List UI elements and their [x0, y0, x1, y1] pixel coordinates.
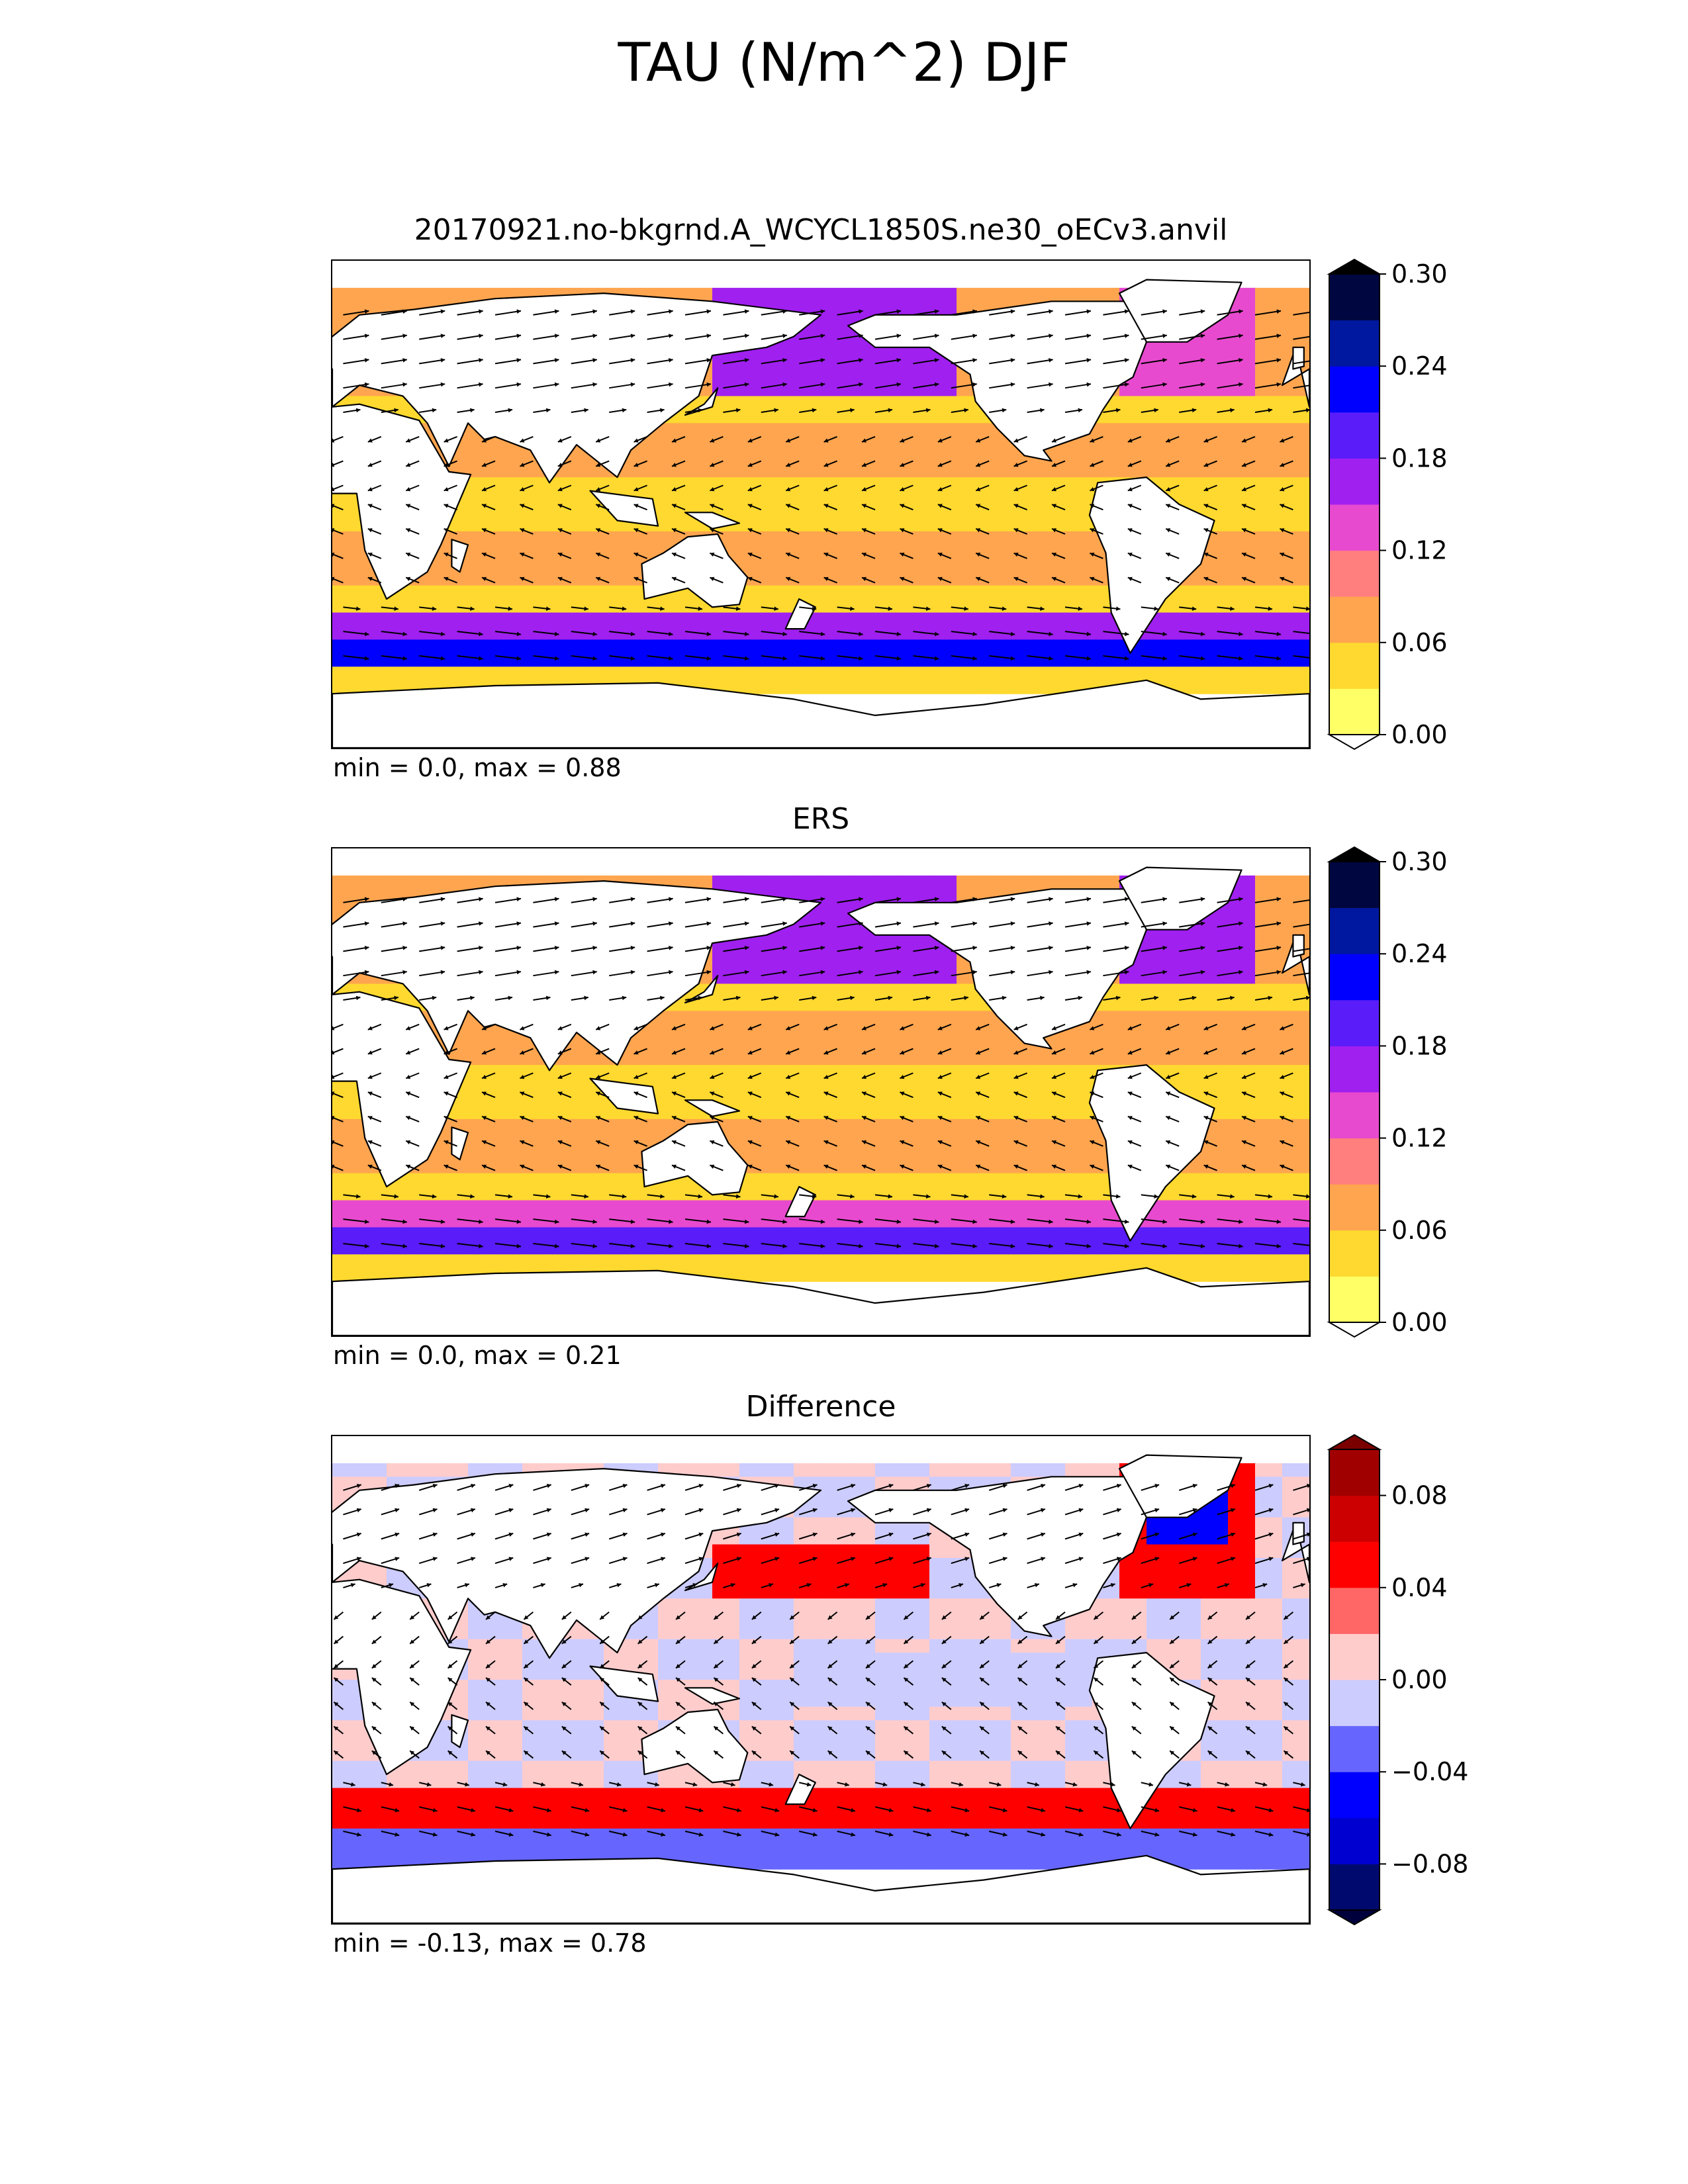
panel-1-title: 20170921.no-bkgrnd.A_WCYCL1850S.ne30_oEC… — [414, 213, 1228, 247]
colorbar-segment — [1329, 1276, 1380, 1323]
panel-3-title: Difference — [745, 1390, 896, 1424]
colorbar-under-extend — [1327, 1909, 1382, 1926]
colorbar-segment — [1329, 1864, 1380, 1911]
colorbar-segment — [1329, 1092, 1380, 1139]
panel-3-field — [332, 1454, 1309, 1923]
colorbar-over-extend — [1327, 1433, 1382, 1450]
colorbar-tick-label: 0.08 — [1391, 1481, 1448, 1510]
colorbar-segment — [1329, 412, 1380, 459]
colorbar-segment — [1329, 274, 1380, 321]
colorbar-segment — [1329, 596, 1380, 643]
colorbar-tick-label: −0.04 — [1391, 1757, 1468, 1786]
panel-2-title: ERS — [792, 802, 850, 836]
continents — [332, 866, 1309, 1336]
colorbar-segment — [1329, 907, 1380, 954]
colorbar-tick-label: 0.18 — [1391, 443, 1448, 473]
colorbar-over-extend — [1327, 258, 1382, 275]
colorbar-tick-label: 0.04 — [1391, 1573, 1448, 1602]
colorbar-tick-label: 0.12 — [1391, 536, 1448, 565]
figure-title: TAU (N/m^2) DJF — [618, 32, 1070, 93]
colorbar-segment — [1329, 1541, 1380, 1588]
continents — [332, 1454, 1309, 1923]
colorbar-segment — [1329, 366, 1380, 413]
continents — [332, 279, 1309, 748]
wind-vectors — [332, 897, 1309, 1249]
colorbar-segment — [1329, 1633, 1380, 1680]
colorbar-tick-label: 0.00 — [1391, 1308, 1448, 1337]
colorbar-tick-label: 0.18 — [1391, 1031, 1448, 1060]
wind-vectors — [332, 309, 1309, 661]
colorbar-tick-label: −0.08 — [1391, 1849, 1468, 1878]
panel-1-map — [331, 259, 1311, 749]
colorbar-tick-label: 0.24 — [1391, 939, 1448, 968]
colorbar-segment — [1329, 1725, 1380, 1772]
colorbar-tick-label: 0.30 — [1391, 259, 1448, 289]
panel-2-map — [331, 847, 1311, 1337]
colorbar-segment — [1329, 1230, 1380, 1277]
colorbar-segment — [1329, 999, 1380, 1046]
colorbar-tick-label: 0.06 — [1391, 1216, 1448, 1245]
panel-3-map — [331, 1435, 1311, 1925]
colorbar-tick-label: 0.06 — [1391, 628, 1448, 657]
panel-1-field — [332, 279, 1309, 748]
panel-3-minmax: min = -0.13, max = 0.78 — [333, 1929, 647, 1958]
colorbar-tick-label: 0.30 — [1391, 847, 1448, 876]
colorbar-segment — [1329, 1046, 1380, 1093]
colorbar-segment — [1329, 1138, 1380, 1185]
colorbar-under-extend — [1327, 1322, 1382, 1338]
colorbar-segment — [1329, 504, 1380, 551]
colorbar-tick-label: 0.24 — [1391, 351, 1448, 381]
colorbar-segment — [1329, 688, 1380, 735]
colorbar-tick-label: 0.00 — [1391, 1665, 1448, 1694]
panel-2-minmax: min = 0.0, max = 0.21 — [333, 1341, 622, 1370]
colorbar-tick-label: 0.00 — [1391, 720, 1448, 749]
colorbar-segment — [1329, 1587, 1380, 1634]
colorbar-under-extend — [1327, 734, 1382, 751]
panel-2-field — [332, 866, 1309, 1336]
colorbar-segment — [1329, 1817, 1380, 1864]
colorbar-segment — [1329, 550, 1380, 597]
panel-3-colorbar: −0.08 −0.04 0.00 0.04 0.08 — [1327, 1433, 1468, 1927]
panel-2-colorbar: 0.00 0.06 0.12 0.18 0.24 0.30 — [1327, 846, 1448, 1340]
colorbar-segment — [1329, 1184, 1380, 1231]
colorbar-segment — [1329, 1495, 1380, 1542]
colorbar-segment — [1329, 458, 1380, 505]
colorbar-over-extend — [1327, 846, 1382, 862]
colorbar-segment — [1329, 954, 1380, 1001]
colorbar-tick-label: 0.12 — [1391, 1124, 1448, 1153]
panel-1-minmax: min = 0.0, max = 0.88 — [333, 753, 622, 782]
colorbar-segment — [1329, 320, 1380, 367]
wind-vectors — [333, 1483, 1309, 1837]
colorbar-segment — [1329, 1772, 1380, 1819]
colorbar-segment — [1329, 642, 1380, 689]
panel-1-colorbar: 0.00 0.06 0.12 0.18 0.24 0.30 — [1327, 258, 1448, 752]
colorbar-segment — [1329, 862, 1380, 909]
colorbar-segment — [1329, 1680, 1380, 1727]
colorbar-segment — [1329, 1449, 1380, 1496]
